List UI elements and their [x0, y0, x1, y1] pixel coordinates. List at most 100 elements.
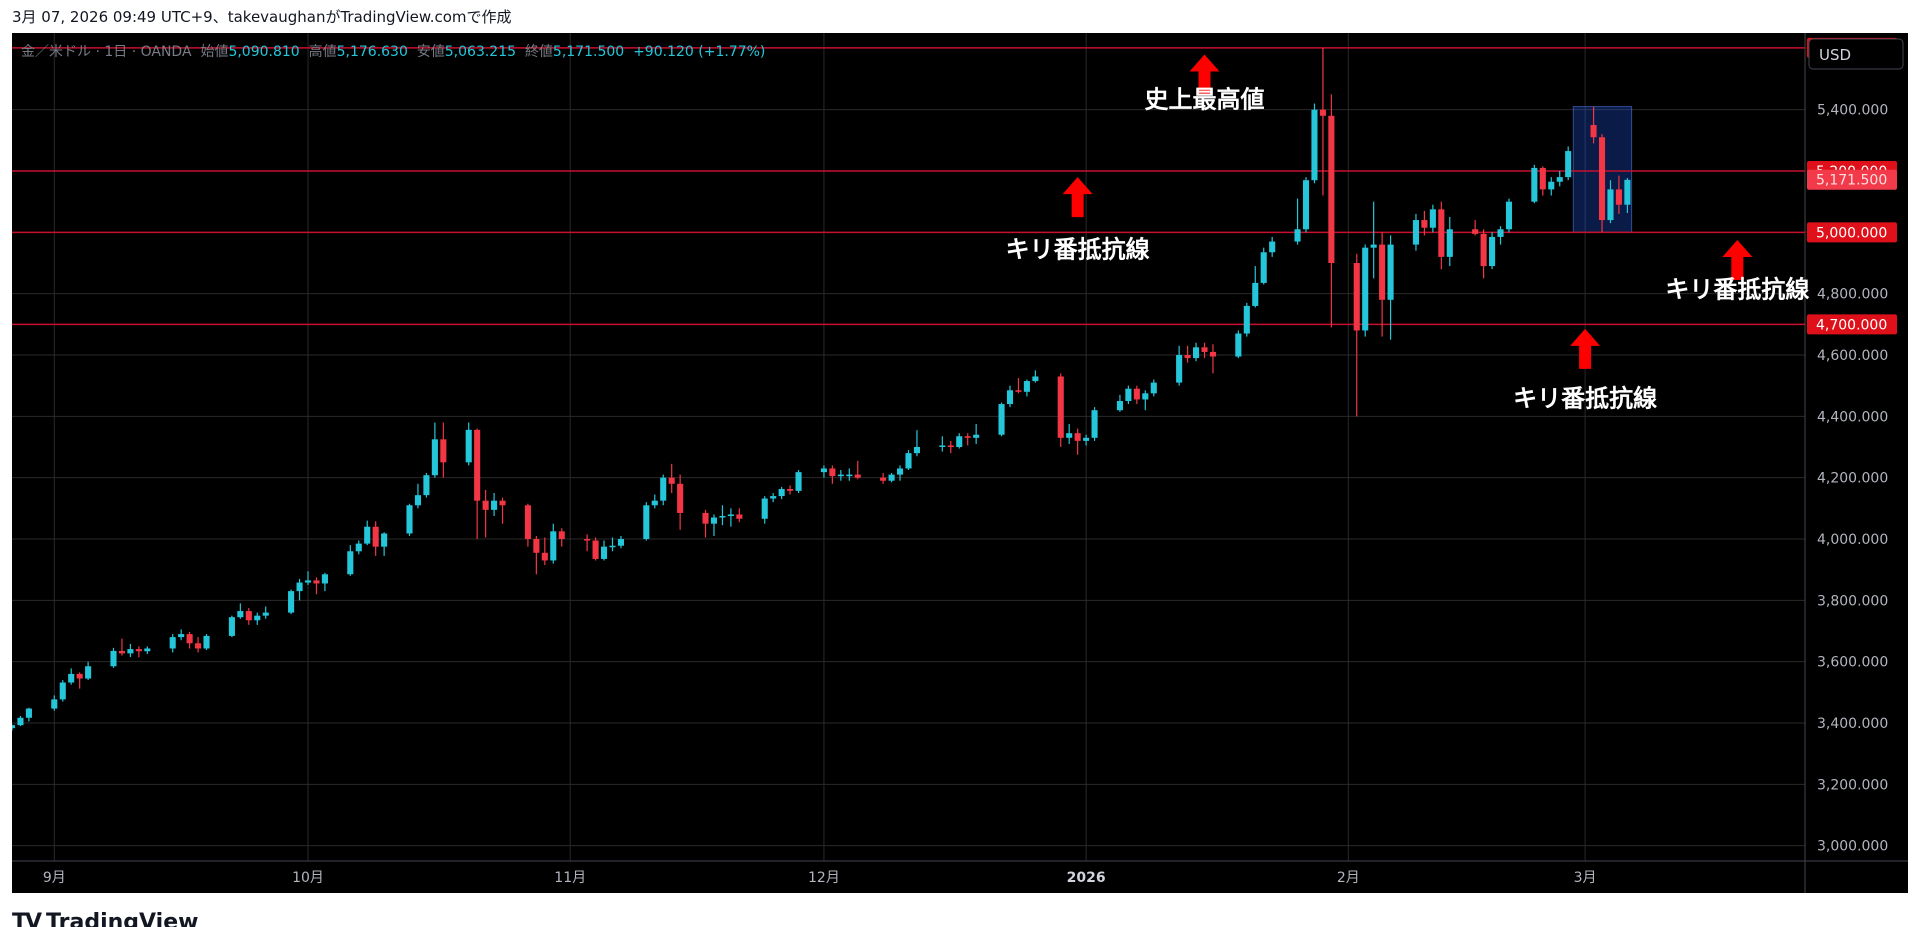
- candle-body[interactable]: [76, 673, 83, 679]
- candle-body[interactable]: [778, 489, 785, 497]
- candle-body[interactable]: [1176, 355, 1183, 383]
- candle-body[interactable]: [702, 512, 709, 524]
- candle-body[interactable]: [880, 477, 887, 481]
- candle-body[interactable]: [499, 500, 506, 506]
- candle-body[interactable]: [1083, 437, 1090, 441]
- candle-body[interactable]: [1184, 355, 1191, 359]
- candle-body[interactable]: [1328, 115, 1335, 263]
- candle-body[interactable]: [1260, 252, 1267, 283]
- candle-body[interactable]: [1311, 109, 1318, 181]
- candle-body[interactable]: [17, 717, 24, 726]
- candle-body[interactable]: [617, 539, 624, 546]
- candle-body[interactable]: [423, 475, 430, 496]
- candle-body[interactable]: [474, 429, 481, 501]
- candle-body[interactable]: [1066, 433, 1073, 438]
- candle-body[interactable]: [85, 666, 92, 679]
- candle-body[interactable]: [947, 445, 954, 447]
- candle-body[interactable]: [1370, 244, 1377, 248]
- candle-body[interactable]: [195, 643, 202, 649]
- candle-body[interactable]: [1615, 189, 1622, 205]
- candle-body[interactable]: [584, 539, 591, 541]
- currency-button-label[interactable]: USD: [1819, 46, 1851, 64]
- candle-body[interactable]: [228, 617, 235, 636]
- candle-body[interactable]: [1472, 229, 1479, 234]
- candle-body[interactable]: [541, 552, 548, 561]
- candle-body[interactable]: [288, 591, 295, 613]
- candle-body[interactable]: [110, 650, 117, 667]
- candle-body[interactable]: [550, 531, 557, 561]
- candle-body[interactable]: [440, 439, 447, 463]
- candle-body[interactable]: [1480, 233, 1487, 267]
- candle-body[interactable]: [837, 474, 844, 477]
- candle-body[interactable]: [245, 611, 252, 621]
- candle-body[interactable]: [1505, 201, 1513, 230]
- candle-body[interactable]: [203, 635, 210, 649]
- candle-body[interactable]: [820, 468, 827, 473]
- candle-body[interactable]: [1489, 236, 1496, 267]
- candle-body[interactable]: [127, 649, 134, 654]
- candle-body[interactable]: [321, 574, 328, 584]
- candle-body[interactable]: [787, 489, 794, 491]
- candle-body[interactable]: [1624, 179, 1631, 205]
- candle-body[interactable]: [956, 436, 963, 447]
- candle-body[interactable]: [1074, 433, 1081, 441]
- candle-body[interactable]: [355, 543, 362, 552]
- candle-body[interactable]: [533, 539, 540, 553]
- candle-body[interactable]: [888, 474, 895, 481]
- candle-body[interactable]: [372, 526, 379, 547]
- candle-body[interactable]: [68, 673, 75, 683]
- candle-body[interactable]: [939, 445, 946, 447]
- candle-body[interactable]: [1412, 220, 1419, 245]
- candle-body[interactable]: [178, 634, 185, 638]
- candle-body[interactable]: [465, 429, 472, 463]
- candle-body[interactable]: [1421, 220, 1428, 228]
- candle-body[interactable]: [1607, 189, 1614, 221]
- candle-body[interactable]: [913, 447, 921, 454]
- candle-body[interactable]: [1006, 390, 1014, 405]
- candle-body[interactable]: [1091, 410, 1098, 438]
- candle-body[interactable]: [1125, 388, 1132, 401]
- candle-body[interactable]: [1201, 347, 1208, 352]
- candle-body[interactable]: [1116, 401, 1123, 411]
- candle-body[interactable]: [761, 498, 768, 519]
- candle-body[interactable]: [1057, 376, 1064, 438]
- candle-body[interactable]: [364, 526, 371, 544]
- candle-body[interactable]: [1548, 181, 1555, 190]
- candle-body[interactable]: [973, 434, 980, 438]
- candle-body[interactable]: [896, 468, 904, 475]
- candle-body[interactable]: [1243, 305, 1250, 334]
- candle-body[interactable]: [998, 404, 1005, 435]
- candle-body[interactable]: [1142, 393, 1149, 400]
- candle-body[interactable]: [1446, 229, 1453, 257]
- candle-body[interactable]: [846, 474, 853, 477]
- candle-body[interactable]: [719, 516, 726, 518]
- candle-body[interactable]: [1539, 167, 1546, 190]
- candle-body[interactable]: [1133, 388, 1140, 400]
- candle-body[interactable]: [51, 699, 58, 709]
- candle-body[interactable]: [1209, 351, 1217, 357]
- candle-body[interactable]: [313, 580, 320, 584]
- chart-frame[interactable]: 史上最高値 キリ番抵抗線 キリ番抵抗線 キリ番抵抗線 3,000.000 3,200.00…: [12, 33, 1908, 893]
- candle-body[interactable]: [1235, 333, 1242, 357]
- candle-body[interactable]: [1590, 125, 1597, 138]
- candle-body[interactable]: [964, 436, 971, 438]
- candle-body[interactable]: [406, 505, 413, 534]
- candle-body[interactable]: [736, 514, 743, 519]
- candle-body[interactable]: [829, 468, 836, 477]
- candle-body[interactable]: [135, 649, 142, 652]
- candle-body[interactable]: [144, 648, 151, 652]
- candle-body[interactable]: [59, 682, 66, 700]
- candle-body[interactable]: [304, 580, 312, 583]
- candle-body[interactable]: [770, 496, 777, 499]
- candle-body[interactable]: [1379, 244, 1386, 300]
- candle-body[interactable]: [660, 477, 667, 501]
- candle-body[interactable]: [12, 725, 16, 729]
- candle-body[interactable]: [524, 505, 531, 539]
- candlestick-chart[interactable]: 史上最高値キリ番抵抗線キリ番抵抗線キリ番抵抗線3,000.0003,200.00…: [12, 33, 1908, 893]
- candle-body[interactable]: [1294, 229, 1301, 242]
- candle-body[interactable]: [237, 611, 244, 618]
- candle-body[interactable]: [25, 708, 32, 718]
- candle-body[interactable]: [795, 472, 802, 491]
- candle-body[interactable]: [296, 582, 303, 592]
- currency-button[interactable]: [1808, 38, 1904, 70]
